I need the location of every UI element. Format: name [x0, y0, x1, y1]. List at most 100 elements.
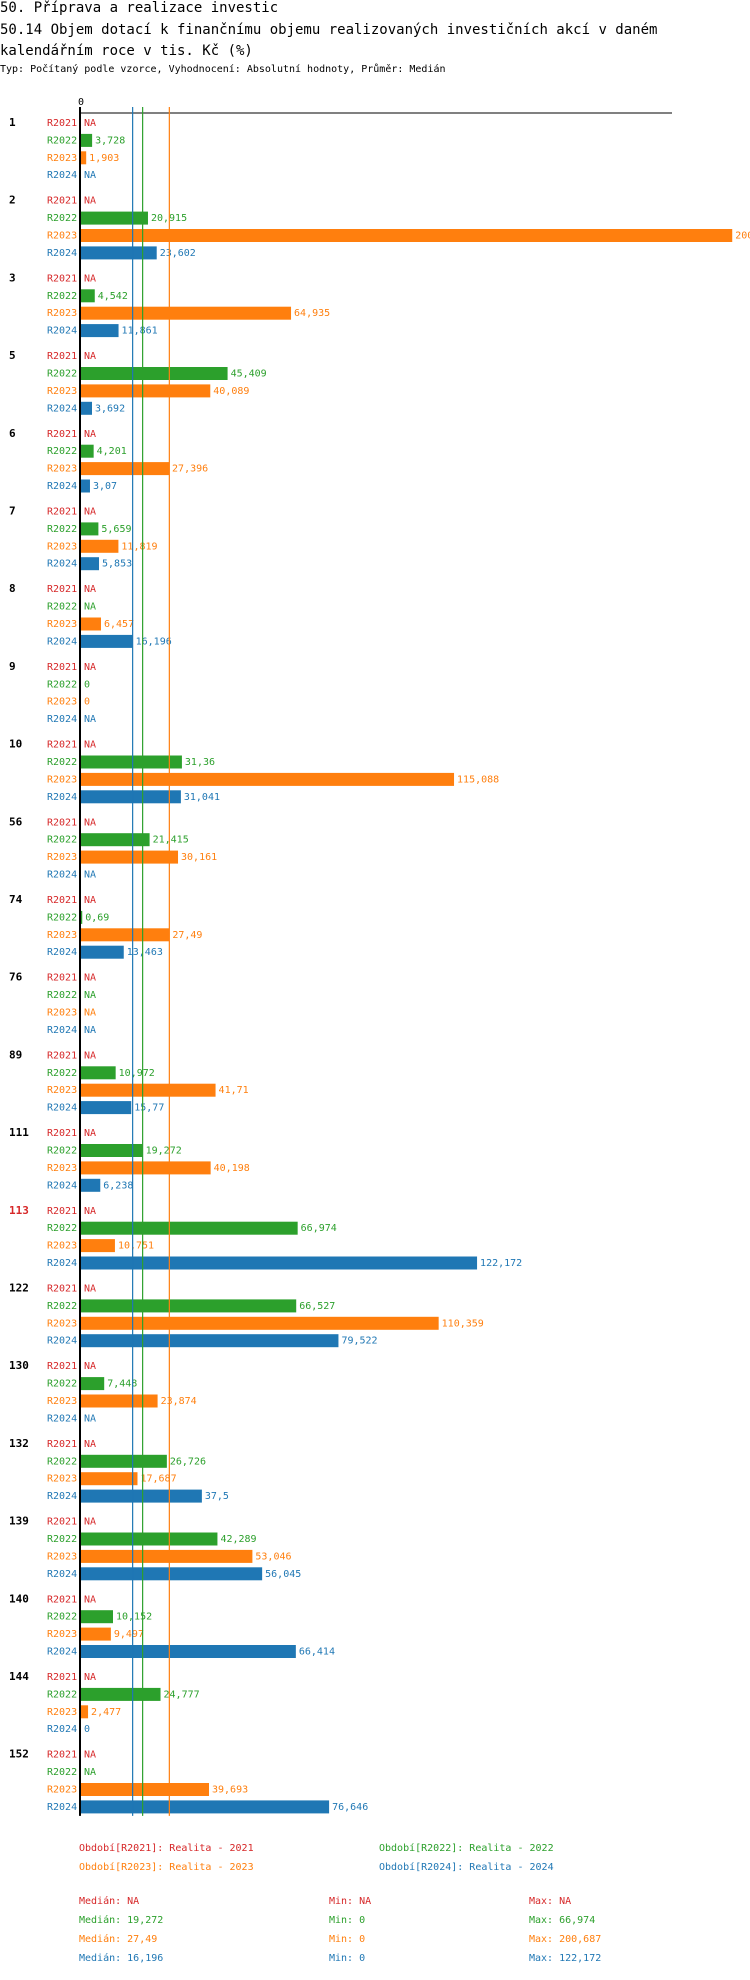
series-label-R2023: R2023: [47, 386, 77, 397]
value-label-R2024-76: NA: [84, 1025, 96, 1036]
series-label-R2021: R2021: [47, 1517, 77, 1528]
value-label-R2023-113: 10,751: [118, 1241, 154, 1252]
series-label-R2021: R2021: [47, 662, 77, 673]
series-label-R2024: R2024: [47, 481, 77, 492]
value-label-R2021-10: NA: [84, 740, 96, 751]
bar-R2022-74: [80, 910, 83, 924]
category-label-76: 76: [9, 971, 23, 984]
value-label-R2022-139: 42,289: [220, 1534, 256, 1545]
bar-R2023-113: [80, 1239, 115, 1253]
value-label-R2021-2: NA: [84, 196, 96, 207]
bar-R2024-8: [80, 634, 133, 648]
bar-R2023-7: [80, 539, 119, 553]
value-label-R2022-89: 10,972: [119, 1068, 155, 1079]
series-label-R2024: R2024: [47, 248, 77, 259]
value-label-R2022-6: 4,201: [97, 446, 127, 457]
value-label-R2023-7: 11,819: [121, 541, 157, 552]
series-label-R2022: R2022: [47, 757, 77, 768]
value-label-R2022-7: 5,659: [101, 524, 131, 535]
series-label-R2022: R2022: [47, 1534, 77, 1545]
bar-R2024-111: [80, 1178, 101, 1192]
bar-R2023-140: [80, 1627, 111, 1641]
category-label-130: 130: [9, 1359, 29, 1372]
bar-R2022-7: [80, 522, 99, 536]
bar-R2023-10: [80, 772, 455, 786]
series-label-R2022: R2022: [47, 679, 77, 690]
value-label-R2023-122: 110,359: [442, 1318, 484, 1329]
legend-max-R2022: Max: 66,974: [529, 1915, 596, 1926]
series-label-R2023: R2023: [47, 1551, 77, 1562]
category-label-6: 6: [9, 427, 16, 440]
series-label-R2024: R2024: [47, 1336, 77, 1347]
legend-min-R2022: Min: 0: [329, 1915, 366, 1926]
bar-R2024-5: [80, 401, 92, 415]
value-label-R2022-5: 45,409: [231, 369, 267, 380]
chart-title: 50.14 Objem dotací k finančnímu objemu r…: [0, 22, 658, 59]
series-label-R2022: R2022: [47, 291, 77, 302]
value-label-R2024-3: 11,861: [122, 326, 158, 337]
value-label-R2021-111: NA: [84, 1128, 96, 1139]
value-label-R2021-130: NA: [84, 1361, 96, 1372]
value-label-R2021-74: NA: [84, 895, 96, 906]
bar-R2023-1: [80, 151, 87, 165]
value-label-R2023-111: 40,198: [214, 1163, 250, 1174]
bar-R2024-6: [80, 479, 90, 493]
value-label-R2023-8: 6,457: [104, 619, 134, 630]
chart-subtitle: Typ: Počítaný podle vzorce, Vyhodnocení:…: [0, 64, 446, 75]
series-label-R2023: R2023: [47, 1396, 77, 1407]
bar-R2023-132: [80, 1472, 138, 1486]
bar-R2023-111: [80, 1161, 211, 1175]
series-label-R2021: R2021: [47, 351, 77, 362]
series-label-R2023: R2023: [47, 852, 77, 863]
value-label-R2024-1: NA: [84, 170, 96, 181]
legend-median-R2024: Medián: 16,196: [79, 1953, 164, 1964]
value-label-R2023-130: 23,874: [161, 1396, 197, 1407]
bar-R2022-5: [80, 367, 228, 380]
value-label-R2023-76: NA: [84, 1008, 96, 1019]
value-label-R2023-2: 200,687: [735, 231, 750, 242]
bar-R2023-74: [80, 928, 170, 942]
legend-median-R2022: Medián: 19,272: [79, 1915, 164, 1926]
series-label-R2021: R2021: [47, 196, 77, 207]
page-title: 50. Příprava a realizace investic: [0, 0, 279, 16]
bar-R2023-56: [80, 850, 179, 864]
category-label-3: 3: [9, 271, 16, 284]
bar-R2023-8: [80, 617, 101, 631]
series-label-R2023: R2023: [47, 464, 77, 475]
series-label-R2021: R2021: [47, 1361, 77, 1372]
value-label-R2023-132: 17,687: [140, 1474, 176, 1485]
bar-R2024-7: [80, 557, 100, 571]
value-label-R2021-5: NA: [84, 351, 96, 362]
value-label-R2022-122: 66,527: [299, 1301, 335, 1312]
legend-min-R2023: Min: 0: [329, 1934, 366, 1945]
series-label-R2022: R2022: [47, 990, 77, 1001]
bar-R2023-122: [80, 1316, 439, 1330]
series-label-R2022: R2022: [47, 135, 77, 146]
value-label-R2021-132: NA: [84, 1439, 96, 1450]
legend-period-R2021: Období[R2021]: Realita - 2021: [79, 1843, 254, 1854]
series-label-R2022: R2022: [47, 1068, 77, 1079]
axis-zero-label: 0: [78, 97, 84, 108]
bar-R2022-89: [80, 1066, 116, 1080]
category-label-113: 113: [9, 1204, 29, 1217]
series-label-R2024: R2024: [47, 403, 77, 414]
value-label-R2024-9: NA: [84, 714, 96, 725]
value-label-R2023-1: 1,903: [89, 153, 119, 164]
series-label-R2024: R2024: [47, 636, 77, 647]
bar-chart: 0 1 R2021 NA R2022 3,728 R2023 1,903 R2024 NA 2 R20…: [9, 97, 750, 1816]
series-label-R2024: R2024: [47, 870, 77, 881]
series-label-R2024: R2024: [47, 792, 77, 803]
bar-R2022-139: [80, 1532, 218, 1546]
category-label-144: 144: [9, 1670, 29, 1683]
bar-R2022-132: [80, 1454, 167, 1468]
value-label-R2021-89: NA: [84, 1050, 96, 1061]
series-label-R2024: R2024: [47, 1258, 77, 1269]
series-label-R2022: R2022: [47, 1689, 77, 1700]
category-label-56: 56: [9, 815, 23, 828]
value-label-R2022-56: 21,415: [153, 835, 189, 846]
series-label-R2023: R2023: [47, 231, 77, 242]
series-label-R2024: R2024: [47, 1569, 77, 1580]
value-label-R2022-111: 19,272: [146, 1146, 182, 1157]
legend-max-R2023: Max: 200,687: [529, 1934, 602, 1945]
series-label-R2021: R2021: [47, 1284, 77, 1295]
